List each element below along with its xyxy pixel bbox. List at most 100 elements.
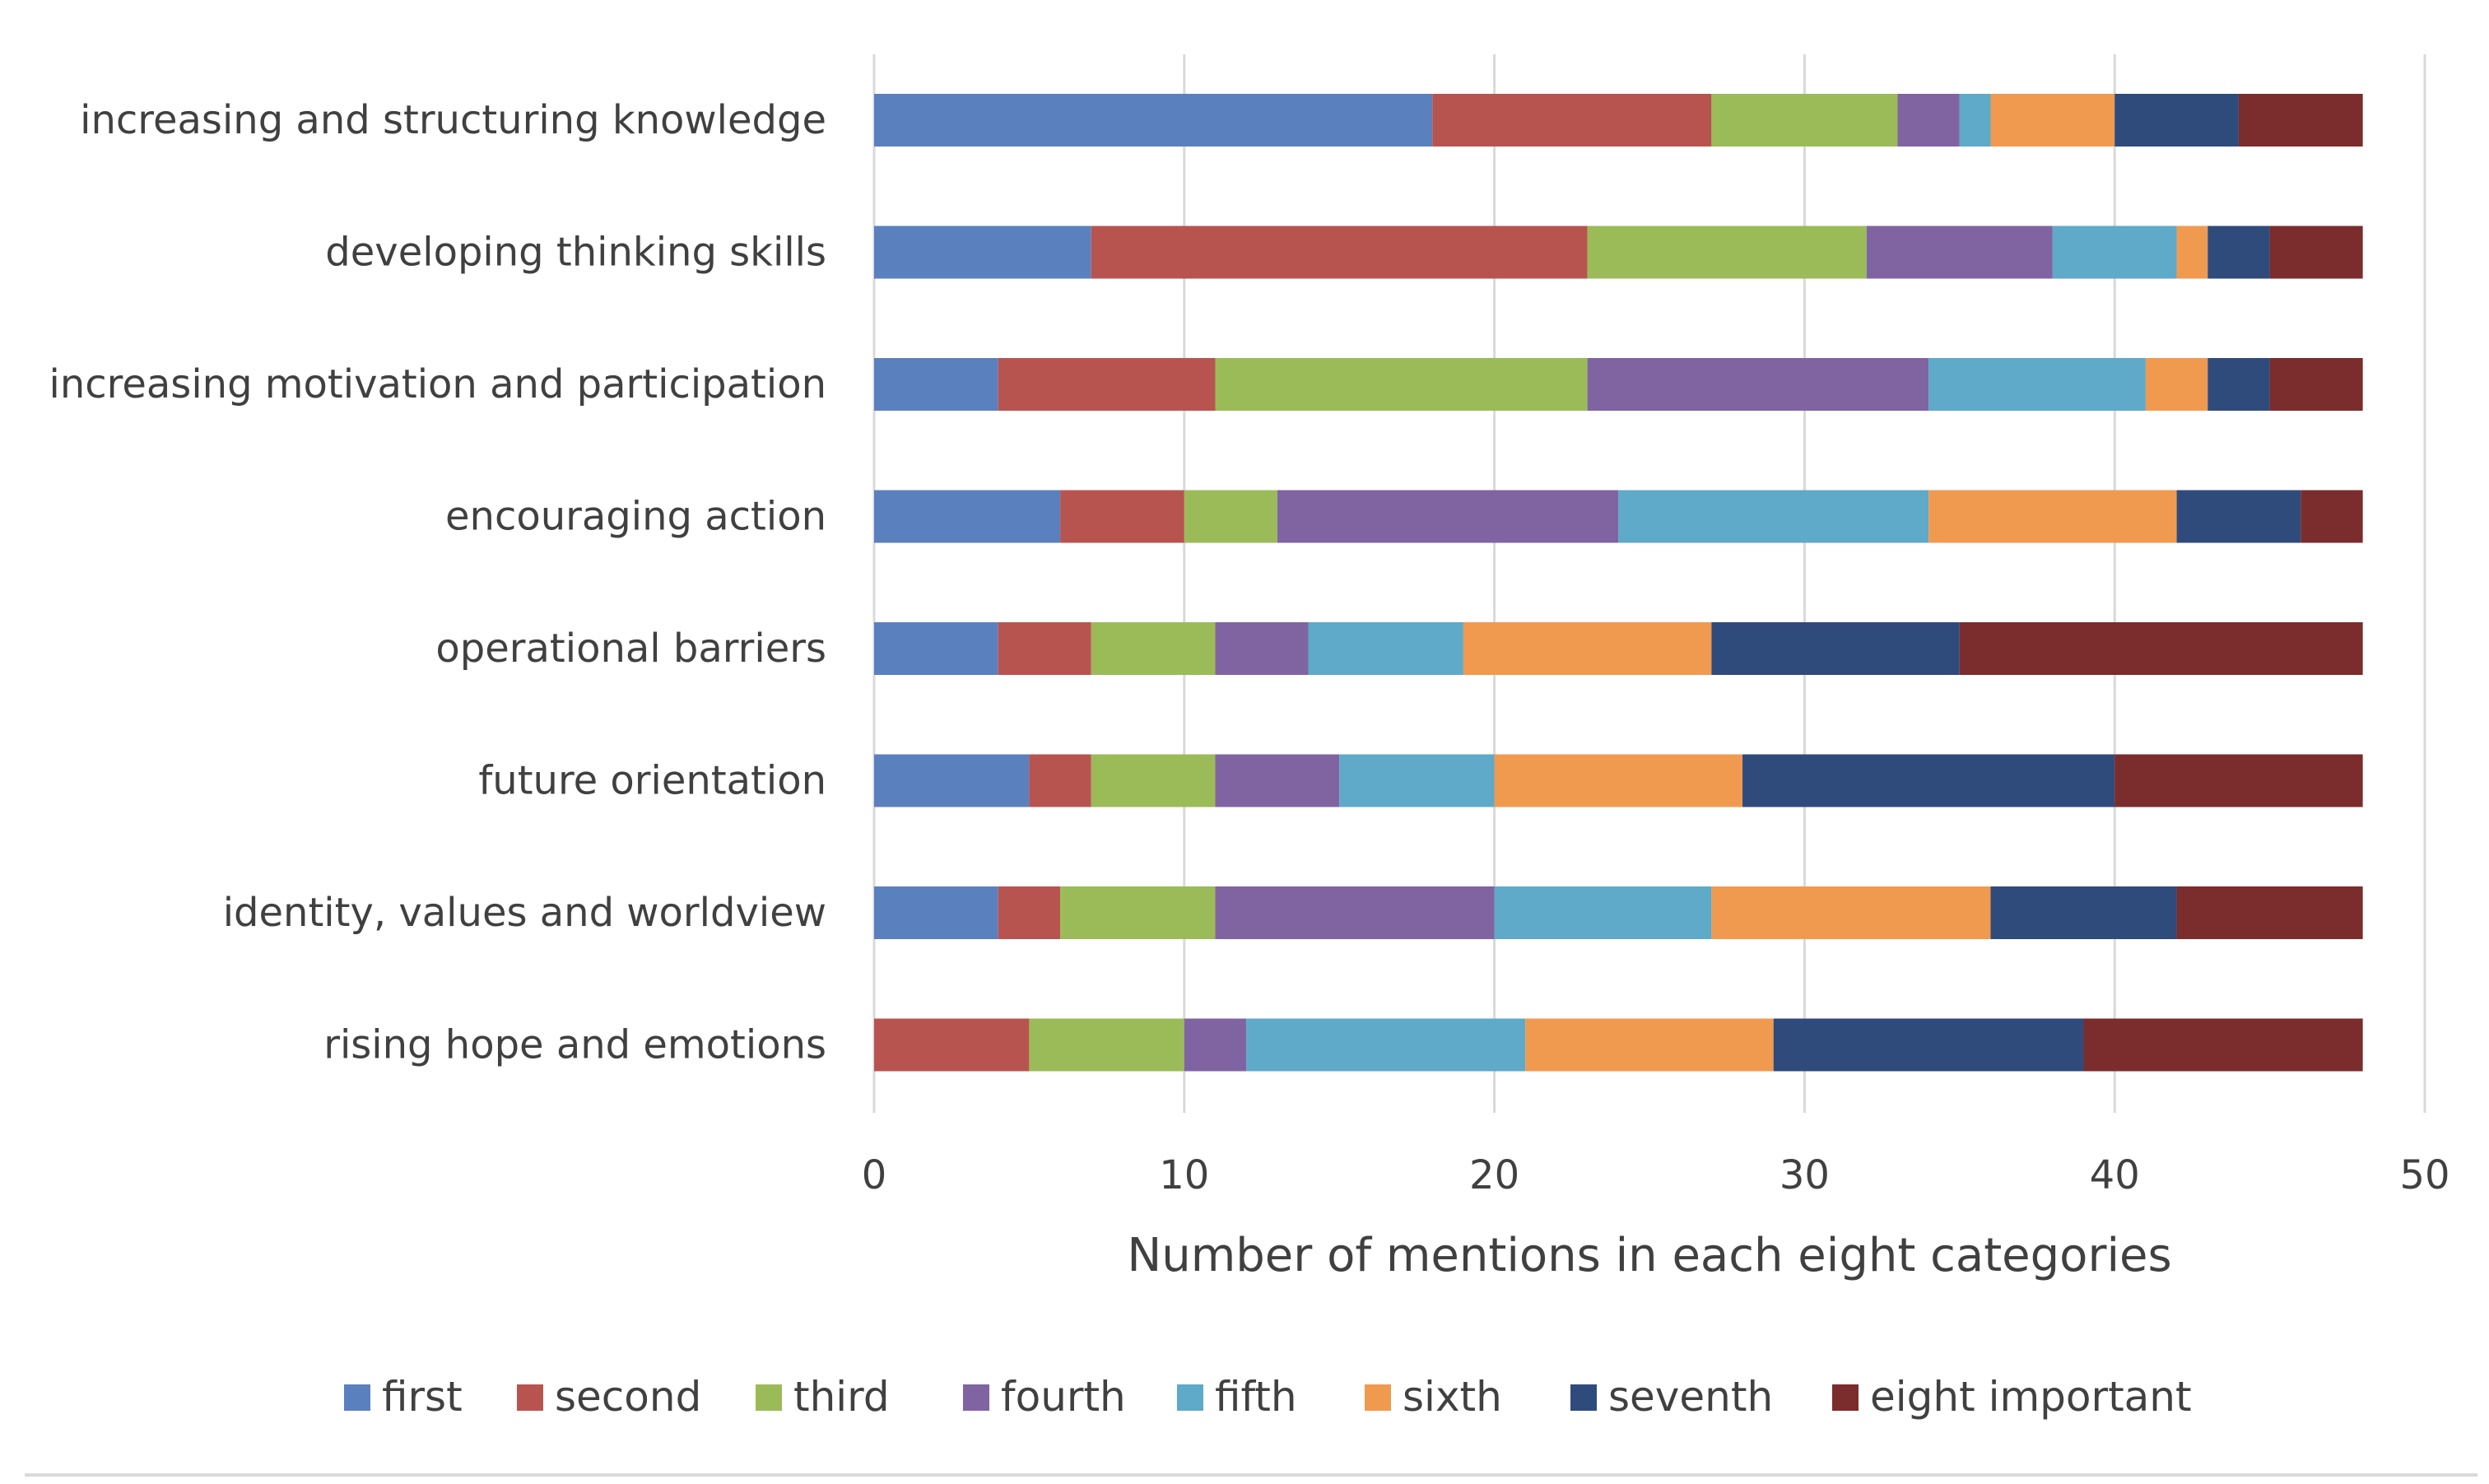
category-label-encouraging-action: encouraging action xyxy=(445,494,826,540)
bar-operational-barriers-fifth xyxy=(1308,622,1463,675)
legend-swatch-third xyxy=(756,1384,782,1411)
bar-increasing-motivation-and-participation-sixth xyxy=(2145,358,2208,411)
bar-future-orientation-seventh xyxy=(1742,754,2115,807)
bar-rising-hope-and-emotions-second xyxy=(874,1018,1030,1072)
legend-label-fifth: fifth xyxy=(1215,1373,1297,1421)
bar-increasing-and-structuring-knowledge-first xyxy=(874,94,1433,147)
category-label-future-orientation: future orientation xyxy=(478,758,826,804)
legend-swatch-fourth xyxy=(963,1384,989,1411)
bars xyxy=(874,94,2363,1072)
legend-swatch-sixth xyxy=(1365,1384,1391,1411)
bar-increasing-and-structuring-knowledge-seventh xyxy=(2114,94,2239,147)
bar-future-orientation-fifth xyxy=(1339,754,1495,807)
x-tick-30: 30 xyxy=(1780,1152,1830,1198)
legend-swatch-fifth xyxy=(1177,1384,1203,1411)
bar-encouraging-action-eight-important xyxy=(2301,490,2363,543)
bar-developing-thinking-skills-eight-important xyxy=(2269,226,2363,279)
bar-increasing-and-structuring-knowledge-fifth xyxy=(1959,94,1991,147)
bar-increasing-motivation-and-participation-third xyxy=(1215,358,1588,411)
legend-swatch-second xyxy=(517,1384,543,1411)
bar-identity-values-and-worldview-fifth xyxy=(1494,886,1712,939)
bar-increasing-motivation-and-participation-second xyxy=(998,358,1216,411)
legend-swatch-first xyxy=(344,1384,370,1411)
bar-rising-hope-and-emotions-fourth xyxy=(1184,1018,1247,1072)
x-axis-title: Number of mentions in each eight categor… xyxy=(1127,1229,2171,1282)
bar-rising-hope-and-emotions-sixth xyxy=(1525,1018,1774,1072)
bar-future-orientation-eight-important xyxy=(2114,754,2363,807)
bar-operational-barriers-sixth xyxy=(1463,622,1712,675)
legend-label-third: third xyxy=(793,1373,890,1421)
bar-increasing-motivation-and-participation-eight-important xyxy=(2269,358,2363,411)
bar-increasing-motivation-and-participation-first xyxy=(874,358,998,411)
bar-increasing-and-structuring-knowledge-eight-important xyxy=(2238,94,2363,147)
bar-operational-barriers-third xyxy=(1091,622,1216,675)
category-label-increasing-motivation-and-participation: increasing motivation and participation xyxy=(49,361,826,407)
category-label-increasing-and-structuring-knowledge: increasing and structuring knowledge xyxy=(80,97,826,143)
bar-identity-values-and-worldview-eight-important xyxy=(2176,886,2363,939)
x-tick-40: 40 xyxy=(2090,1152,2140,1198)
bar-encouraging-action-seventh xyxy=(2176,490,2301,543)
x-tick-50: 50 xyxy=(2399,1152,2449,1198)
bar-future-orientation-fourth xyxy=(1215,754,1340,807)
bar-developing-thinking-skills-first xyxy=(874,226,1091,279)
bar-identity-values-and-worldview-third xyxy=(1060,886,1216,939)
x-tick-labels: 0 10 20 30 40 50 xyxy=(862,1152,2450,1198)
bar-future-orientation-first xyxy=(874,754,1030,807)
category-label-operational-barriers: operational barriers xyxy=(435,626,826,672)
x-tick-20: 20 xyxy=(1469,1152,1519,1198)
bar-encouraging-action-first xyxy=(874,490,1061,543)
bar-encouraging-action-sixth xyxy=(1928,490,2177,543)
category-label-identity-values-and-worldview: identity, values and worldview xyxy=(223,890,826,936)
x-tick-0: 0 xyxy=(862,1152,887,1198)
legend: first second third fourth fifth sixth seventh e… xyxy=(344,1373,2192,1421)
category-labels: increasing and structuring knowledge deve… xyxy=(49,97,826,1068)
bar-increasing-motivation-and-participation-fifth xyxy=(1928,358,2146,411)
legend-label-sixth: sixth xyxy=(1403,1373,1502,1421)
gridlines xyxy=(872,54,2426,1113)
legend-label-eight-important: eight important xyxy=(1870,1373,2192,1421)
legend-swatch-eight-important xyxy=(1832,1384,1859,1411)
bar-rising-hope-and-emotions-third xyxy=(1029,1018,1184,1072)
bar-future-orientation-third xyxy=(1091,754,1216,807)
bar-operational-barriers-fourth xyxy=(1215,622,1309,675)
bar-encouraging-action-third xyxy=(1184,490,1277,543)
bar-identity-values-and-worldview-second xyxy=(998,886,1061,939)
bar-encouraging-action-fourth xyxy=(1277,490,1619,543)
bar-rising-hope-and-emotions-eight-important xyxy=(2083,1018,2363,1072)
bar-operational-barriers-first xyxy=(874,622,998,675)
legend-label-second: second xyxy=(555,1373,701,1421)
bar-developing-thinking-skills-fifth xyxy=(2052,226,2177,279)
bar-identity-values-and-worldview-first xyxy=(874,886,998,939)
legend-label-fourth: fourth xyxy=(1001,1373,1126,1421)
bar-increasing-and-structuring-knowledge-fourth xyxy=(1897,94,1960,147)
bar-rising-hope-and-emotions-seventh xyxy=(1773,1018,2084,1072)
bar-encouraging-action-second xyxy=(1060,490,1184,543)
bar-increasing-motivation-and-participation-fourth xyxy=(1587,358,1929,411)
bar-operational-barriers-eight-important xyxy=(1959,622,2363,675)
legend-label-seventh: seventh xyxy=(1608,1373,1773,1421)
bar-encouraging-action-fifth xyxy=(1618,490,1929,543)
bar-increasing-and-structuring-knowledge-third xyxy=(1711,94,1898,147)
bar-developing-thinking-skills-fourth xyxy=(1866,226,2053,279)
bar-increasing-motivation-and-participation-seventh xyxy=(2208,358,2270,411)
bar-future-orientation-sixth xyxy=(1494,754,1743,807)
bar-operational-barriers-second xyxy=(998,622,1091,675)
bar-future-orientation-second xyxy=(1029,754,1091,807)
bar-rising-hope-and-emotions-fifth xyxy=(1246,1018,1526,1072)
bar-increasing-and-structuring-knowledge-sixth xyxy=(1990,94,2115,147)
bar-increasing-and-structuring-knowledge-second xyxy=(1432,94,1712,147)
bar-identity-values-and-worldview-fourth xyxy=(1215,886,1495,939)
bar-operational-barriers-seventh xyxy=(1711,622,1960,675)
legend-swatch-seventh xyxy=(1570,1384,1597,1411)
bar-identity-values-and-worldview-sixth xyxy=(1711,886,1991,939)
bar-developing-thinking-skills-sixth xyxy=(2176,226,2208,279)
category-label-developing-thinking-skills: developing thinking skills xyxy=(325,230,826,276)
bar-identity-values-and-worldview-seventh xyxy=(1990,886,2177,939)
legend-label-first: first xyxy=(382,1373,463,1421)
bar-developing-thinking-skills-second xyxy=(1091,226,1588,279)
category-label-rising-hope-and-emotions: rising hope and emotions xyxy=(323,1022,826,1068)
bar-developing-thinking-skills-third xyxy=(1587,226,1867,279)
x-tick-10: 10 xyxy=(1159,1152,1209,1198)
bar-developing-thinking-skills-seventh xyxy=(2208,226,2270,279)
